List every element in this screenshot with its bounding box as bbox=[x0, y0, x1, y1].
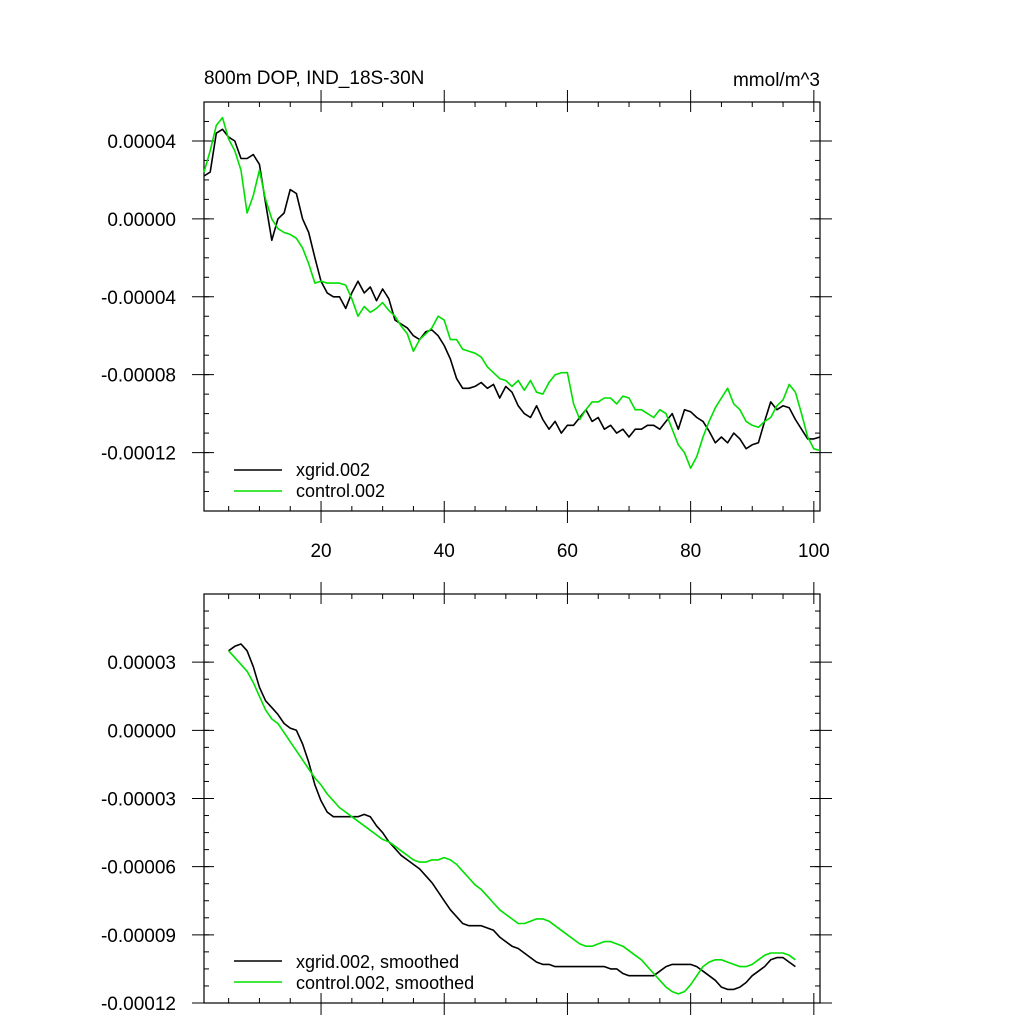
series-lines bbox=[228, 643, 796, 995]
y-tick-label: -0.00003 bbox=[101, 790, 176, 811]
series-lines bbox=[203, 116, 821, 470]
chart-title: 800m DOP, IND_18S-30N bbox=[204, 68, 424, 89]
x-tick-label: 60 bbox=[557, 541, 578, 562]
series-line-control-002 bbox=[203, 116, 821, 470]
y-tick-label: -0.00012 bbox=[101, 444, 176, 465]
legend: xgrid.002 control.002 bbox=[234, 460, 385, 501]
legend-label-control: control.002 bbox=[296, 481, 385, 501]
y-tick-label: -0.00009 bbox=[101, 926, 176, 947]
y-tick-label: -0.00006 bbox=[101, 858, 176, 879]
plot-frame bbox=[203, 593, 821, 1004]
y-tick-label: -0.00008 bbox=[101, 366, 176, 387]
x-tick-label: 80 bbox=[680, 541, 701, 562]
series-line-xgrid-002-smoothed bbox=[228, 643, 796, 991]
axis-ticks bbox=[192, 582, 832, 1015]
top-panel: 800m DOP, IND_18S-30N mmol/m^3 0.000040.… bbox=[101, 68, 832, 562]
plot-frame bbox=[203, 101, 821, 512]
x-axis-tick-labels: 20 40 60 80 100 bbox=[310, 541, 829, 562]
y-tick-label: 0.00000 bbox=[107, 721, 176, 742]
series-line-xgrid-002 bbox=[203, 128, 821, 450]
legend: xgrid.002, smoothed control.002, smoothe… bbox=[234, 952, 474, 993]
y-tick-label: 0.00003 bbox=[107, 653, 176, 674]
bottom-panel: 0.00003 0.00000 -0.00003 -0.00006 -0.00009 -0… bbox=[101, 582, 832, 1015]
y-tick-label: 0.00000 bbox=[107, 210, 176, 231]
series-line-control-002-smoothed bbox=[228, 650, 796, 995]
x-tick-label: 100 bbox=[798, 541, 830, 562]
x-tick-label: 20 bbox=[310, 541, 331, 562]
legend-label-xgrid-smoothed: xgrid.002, smoothed bbox=[296, 952, 459, 972]
legend-label-control-smoothed: control.002, smoothed bbox=[296, 973, 474, 993]
legend-label-xgrid: xgrid.002 bbox=[296, 460, 370, 480]
units-label: mmol/m^3 bbox=[733, 70, 820, 91]
y-tick-label: -0.00012 bbox=[101, 994, 176, 1015]
y-tick-label: -0.00004 bbox=[101, 288, 176, 309]
y-tick-label: 0.00004 bbox=[107, 132, 176, 153]
axis-ticks bbox=[192, 90, 832, 523]
y-axis-tick-labels: 0.00003 0.00000 -0.00003 -0.00006 -0.00009 -0… bbox=[101, 653, 176, 1015]
y-axis-tick-labels: 0.00004 0.00000 -0.00004 -0.00008 -0.00012 bbox=[101, 132, 176, 465]
x-tick-label: 40 bbox=[434, 541, 455, 562]
